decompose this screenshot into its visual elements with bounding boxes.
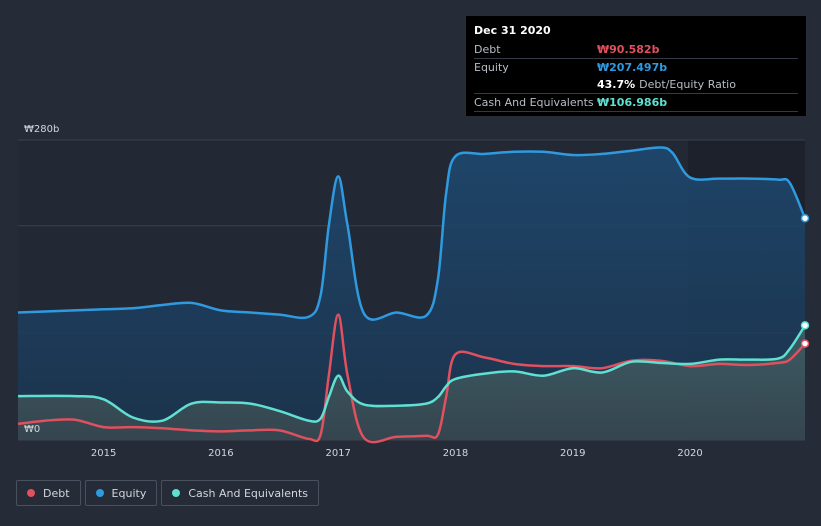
equity-end-marker: [800, 213, 810, 223]
x-tick-labels: 2015 2016 2017 2018 2019 2020: [91, 448, 703, 459]
tooltip-ratio-label: Debt/Equity Ratio: [639, 78, 736, 91]
tooltip-debt-value: ₩90.582b: [597, 43, 660, 56]
cash-line: [17, 324, 807, 423]
tooltip-cash-row: Cash And Equivalents ₩106.986b: [474, 94, 798, 112]
series-lines: [17, 146, 807, 444]
tooltip-equity-value: ₩207.497b: [597, 61, 668, 74]
tooltip-debt-row: Debt ₩90.582b: [474, 41, 798, 59]
x-tick-label-2020: 2020: [677, 448, 702, 459]
legend-label-debt: Debt: [43, 486, 70, 500]
tooltip-debt-label: Debt: [474, 43, 501, 56]
legend-label-cash: Cash And Equivalents: [188, 486, 308, 500]
x-tick-label-2019: 2019: [560, 448, 585, 459]
tooltip-ratio-row: 43.7% Debt/Equity Ratio: [474, 76, 798, 94]
data-tooltip: Dec 31 2020 Debt ₩90.582b Equity ₩207.49…: [466, 16, 806, 116]
y-tick-label-zero: ₩0: [24, 424, 40, 435]
x-tick-label-2015: 2015: [91, 448, 116, 459]
tooltip-date: Dec 31 2020: [474, 24, 551, 37]
legend-item-equity[interactable]: Equity: [84, 480, 158, 506]
debt-end-marker: [800, 339, 810, 348]
chart-legend: Debt Equity Cash And Equivalents: [16, 480, 319, 506]
tooltip-ratio-value: 43.7%: [597, 78, 636, 91]
y-tick-label-max: ₩280b: [24, 124, 59, 135]
tooltip-equity-label: Equity: [474, 61, 509, 74]
legend-dot-debt: [27, 489, 35, 497]
equity-line: [17, 146, 807, 321]
legend-dot-cash: [172, 489, 181, 497]
tooltip-equity-row: Equity ₩207.497b: [474, 59, 798, 76]
legend-item-debt[interactable]: Debt: [16, 480, 81, 506]
legend-item-cash[interactable]: Cash And Equivalents: [161, 480, 319, 506]
cash-area: [18, 325, 805, 440]
legend-dot-equity: [95, 489, 104, 497]
x-tick-label-2018: 2018: [443, 448, 468, 459]
tooltip-cash-label: Cash And Equivalents: [474, 96, 594, 109]
x-tick-label-2017: 2017: [325, 448, 350, 459]
end-markers: [800, 213, 810, 348]
cash-end-marker: [800, 321, 810, 330]
legend-label-equity: Equity: [111, 486, 147, 500]
x-tick-label-2016: 2016: [208, 448, 233, 459]
tooltip-cash-value: ₩106.986b: [597, 96, 668, 109]
